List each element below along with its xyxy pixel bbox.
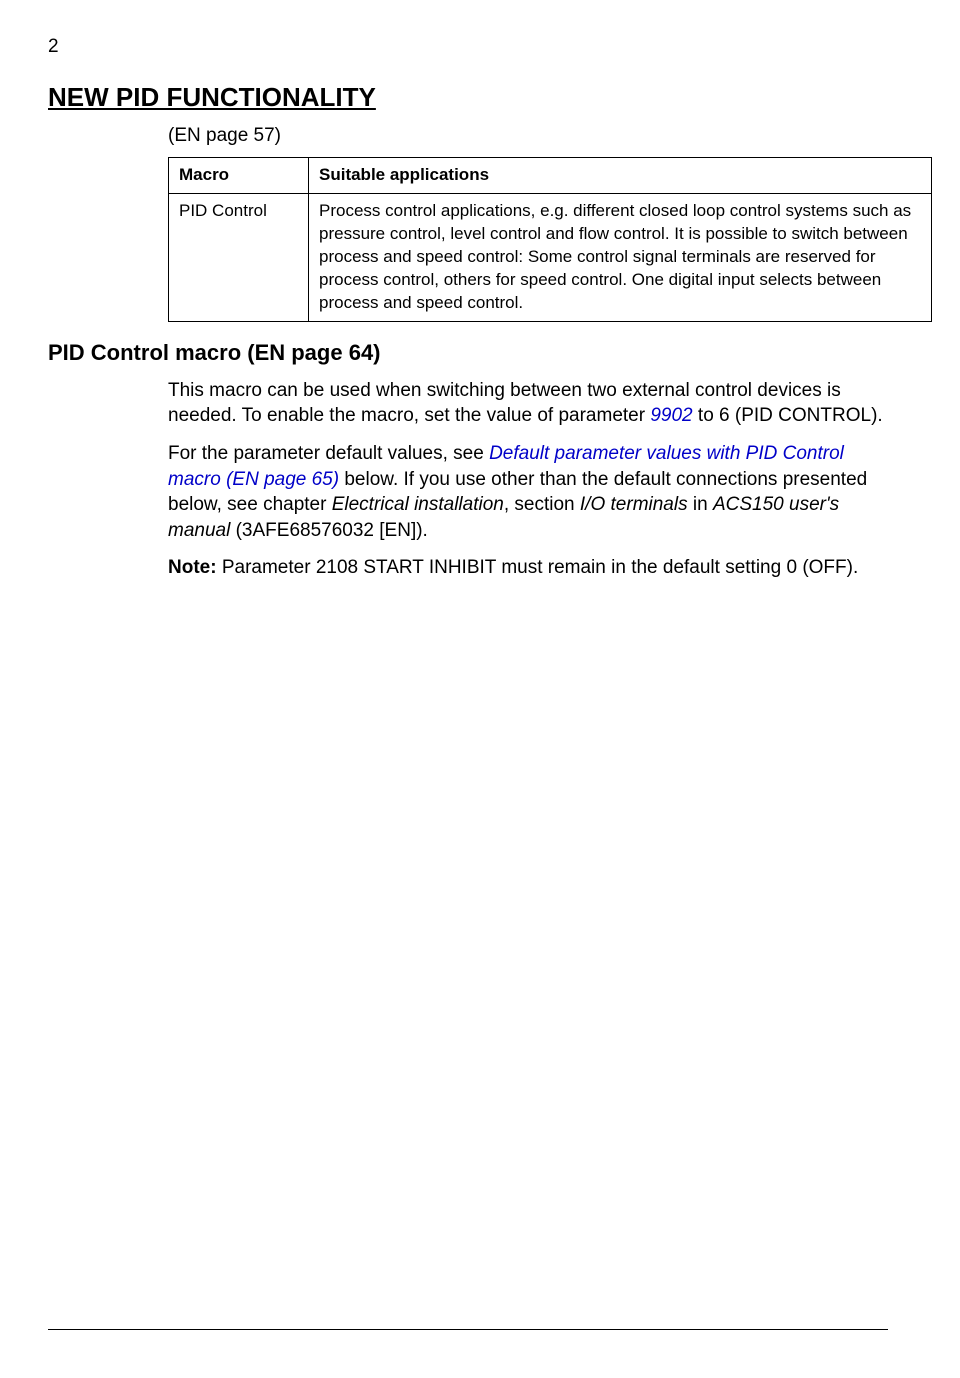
table-header-row: Macro Suitable applications [169, 158, 932, 194]
p2-italic-1: Electrical installation [332, 494, 504, 515]
table-header-macro: Macro [169, 158, 309, 194]
paragraph-2: For the parameter default values, see De… [168, 441, 888, 544]
p3-note-label: Note: [168, 557, 217, 578]
macro-table: Macro Suitable applications PID Control … [168, 157, 932, 322]
table-header-apps: Suitable applications [309, 158, 932, 194]
p2-text-d: in [688, 494, 713, 515]
heading-en-page: (EN page 57) [168, 125, 888, 147]
main-heading: NEW PID FUNCTIONALITY [48, 82, 888, 113]
table-cell-apps: Process control applications, e.g. diffe… [309, 193, 932, 321]
p2-text-a: For the parameter default values, see [168, 443, 489, 464]
section-heading: PID Control macro (EN page 64) [48, 340, 888, 366]
paragraph-3: Note: Parameter 2108 START INHIBIT must … [168, 555, 888, 581]
table-cell-macro: PID Control [169, 193, 309, 321]
footer-rule [48, 1329, 888, 1330]
p3-text: Parameter 2108 START INHIBIT must remain… [217, 557, 859, 578]
p2-text-c: , section [504, 494, 580, 515]
p2-italic-2: I/O terminals [580, 494, 688, 515]
paragraph-1: This macro can be used when switching be… [168, 378, 888, 429]
table-row: PID Control Process control applications… [169, 193, 932, 321]
page-number: 2 [48, 36, 888, 58]
p2-text-e: (3AFE68576032 [EN]). [230, 520, 428, 541]
body-text: This macro can be used when switching be… [168, 378, 888, 581]
p1-text-b: to 6 (PID CONTROL). [693, 405, 883, 426]
p1-link-9902: 9902 [650, 405, 692, 426]
